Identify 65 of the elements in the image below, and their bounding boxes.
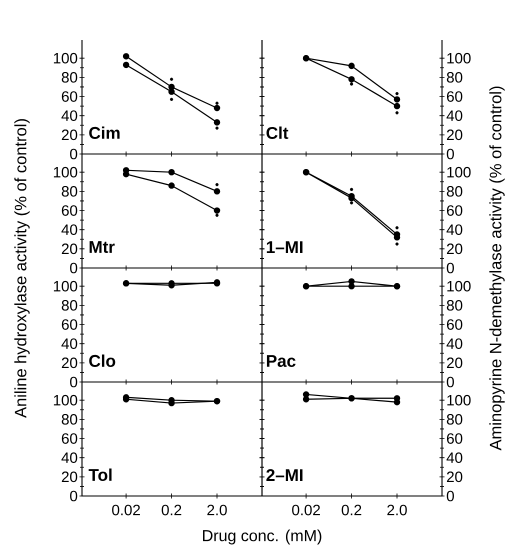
y-tick-label: 60	[62, 205, 78, 216]
y-tick-label: 20	[62, 244, 78, 254]
y-tick-label: 40	[446, 110, 462, 121]
y-tick-label: 100	[447, 166, 471, 178]
y-tick-label: 20	[446, 472, 462, 482]
y-tick-label: 0	[70, 262, 78, 274]
y-tick-label: 40	[446, 452, 462, 463]
x-tick-label: 0.2	[162, 504, 182, 516]
x-tick-label: 0.2	[342, 504, 362, 516]
y-tick-label: 80	[62, 72, 78, 83]
y-tick-label: 100	[54, 52, 78, 64]
y-tick-label: 60	[62, 91, 78, 102]
y-tick-label: 60	[446, 433, 462, 444]
text: Mtr	[90, 241, 115, 253]
text: Clt	[266, 126, 288, 139]
text: 1–MI	[266, 241, 302, 253]
y-tick-label: 20	[62, 358, 78, 368]
y-tick-label: 40	[446, 224, 462, 235]
y-tick-label: 80	[446, 300, 462, 311]
y-tick-label: 0	[446, 148, 454, 160]
y-tick-label: 0	[446, 262, 454, 274]
y-tick-label: 60	[62, 433, 78, 444]
y-tick-label: 0	[70, 376, 78, 388]
y-tick-label: 0	[446, 376, 454, 388]
y-axis-title: Aminopyrine N-demethylase activity (% of control)	[489, 86, 505, 450]
y-axis-title: Aniline hydroxylase activity (% of control)	[14, 119, 30, 418]
y-tick-label: 40	[61, 338, 78, 349]
text: Clo	[89, 354, 116, 367]
x-tick-label: 2.0	[207, 504, 227, 516]
y-tick-label: 100	[54, 280, 78, 292]
y-tick-label: 100	[447, 280, 471, 292]
x-tick-label: 2.0	[387, 504, 407, 516]
y-tick-label: 60	[446, 91, 462, 102]
y-tick-label: 40	[446, 338, 462, 349]
text: Tol	[88, 468, 112, 481]
text: 2–MI	[266, 469, 302, 481]
y-tick-label: 20	[446, 244, 462, 254]
y-tick-label: 100	[54, 394, 78, 406]
y-tick-label: 0	[70, 490, 78, 502]
y-tick-label: 0	[446, 490, 454, 502]
x-tick-label: 0.02	[112, 504, 140, 516]
y-tick-label: 20	[446, 130, 462, 140]
y-tick-label: 40	[61, 110, 78, 121]
y-tick-label: 80	[62, 186, 78, 197]
y-tick-label: 20	[62, 472, 78, 482]
x-axis-title: Drug conc. (mM)	[203, 530, 322, 544]
text: Pac	[266, 355, 296, 367]
y-tick-label: 100	[447, 52, 471, 64]
y-tick-label: 60	[62, 319, 78, 330]
y-tick-label: 100	[54, 166, 78, 178]
y-tick-label: 20	[446, 358, 462, 368]
y-tick-label: 100	[447, 394, 471, 406]
y-tick-label: 0	[70, 148, 78, 160]
y-tick-label: 20	[62, 130, 78, 140]
y-tick-label: 80	[446, 414, 462, 425]
y-tick-label: 80	[446, 186, 462, 197]
y-tick-label: 60	[446, 205, 462, 216]
y-tick-label: 40	[61, 452, 78, 463]
y-tick-label: 40	[61, 224, 78, 235]
y-tick-label: 80	[62, 300, 78, 311]
y-tick-label: 60	[446, 319, 462, 330]
y-tick-label: 80	[62, 414, 78, 425]
x-tick-label: 0.02	[292, 504, 320, 516]
text: Cim	[89, 126, 120, 139]
y-tick-label: 80	[446, 72, 462, 83]
